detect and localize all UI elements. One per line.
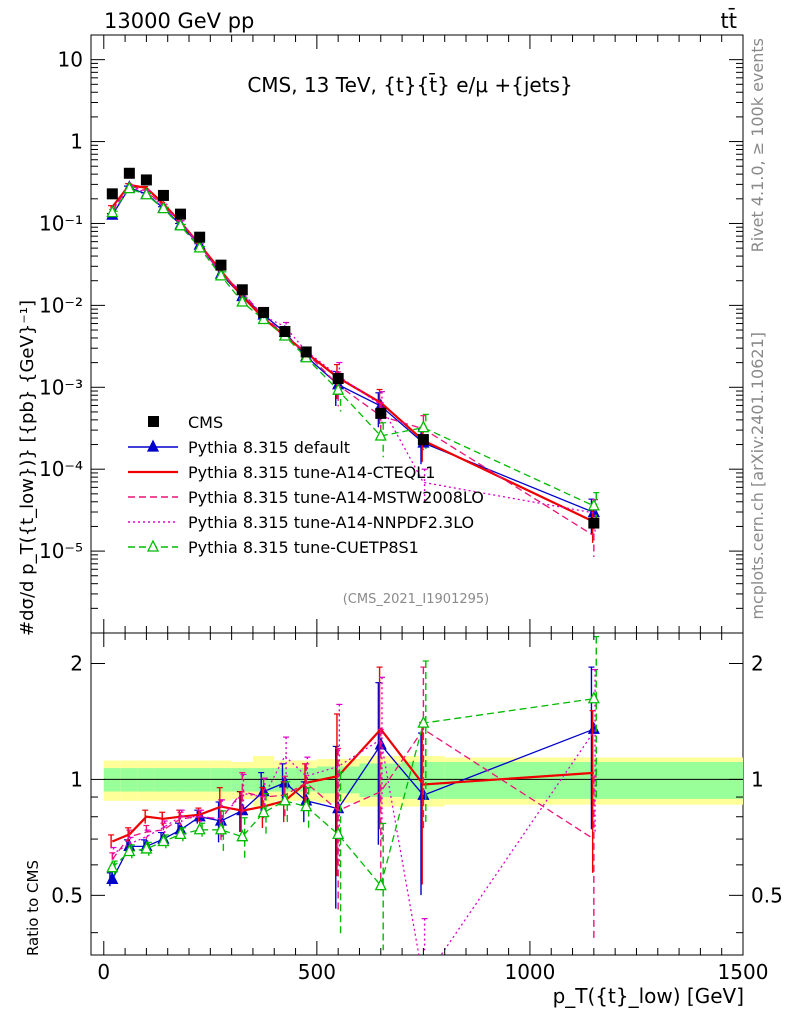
legend-marker-data (148, 416, 159, 427)
mc-marker (417, 420, 430, 433)
legend-entry-2: Pythia 8.315 tune-A14-MSTW2008LO (128, 488, 484, 507)
data-point (332, 373, 344, 385)
ratio-marker (374, 878, 387, 891)
mc-marker (587, 498, 600, 511)
ratio-marker (257, 805, 270, 818)
mc-marker (157, 201, 170, 214)
ratio-tick-label: 1 (70, 767, 83, 791)
x-tick-label: 0 (97, 960, 110, 984)
mc-marker (140, 187, 153, 200)
mc-marker (236, 294, 249, 307)
y-tick-label: 10⁻³ (39, 375, 83, 399)
data-point (106, 188, 118, 200)
mc-marker (106, 205, 119, 218)
data-point (279, 325, 291, 337)
data-point (215, 259, 227, 271)
mc-marker (332, 382, 345, 395)
y-tick-label: 1 (70, 130, 83, 154)
data-point (417, 434, 429, 446)
y-tick-label: 10⁻² (39, 293, 83, 317)
chart-title: CMS, 13 TeV, {t}{t̄} e/μ +{jets} (247, 72, 572, 97)
legend-label-data: CMS (188, 413, 223, 432)
legend-label-3: Pythia 8.315 tune-A14-NNPDF2.3LO (188, 513, 474, 532)
legend-label-0: Pythia 8.315 default (188, 438, 350, 457)
ratio-axis-label: Ratio to CMS (24, 860, 42, 956)
data-point (258, 306, 270, 318)
ratio-marker (123, 844, 136, 857)
mc-marker (257, 312, 270, 325)
x-tick-label: 1500 (718, 960, 769, 984)
legend-label-4: Pythia 8.315 tune-CUETP8S1 (188, 538, 419, 557)
ratio-tick-label: 0.5 (51, 883, 83, 907)
mc-marker (214, 268, 228, 281)
x-tick-label: 500 (298, 960, 336, 984)
legend-label-2: Pythia 8.315 tune-A14-MSTW2008LO (188, 488, 484, 507)
ratio-line-3 (111, 731, 595, 955)
ratio-line-4 (111, 698, 594, 887)
y-tick-label: 10 (58, 48, 83, 72)
ratio-marker (140, 841, 153, 854)
y-tick-label: 10⁻⁵ (39, 539, 83, 563)
ratio-marker (174, 826, 187, 840)
ratio-marker (106, 871, 119, 885)
header-final-state: tt̄ (721, 8, 737, 33)
legend-label-1: Pythia 8.315 tune-A14-CTEQL1 (188, 463, 435, 482)
ratio-marker (587, 691, 600, 704)
legend-entry-4: Pythia 8.315 tune-CUETP8S1 (128, 538, 419, 557)
data-point (300, 346, 312, 358)
legend-entry-data: CMS (148, 413, 223, 432)
ratio-tick-label-right: 0.5 (751, 883, 783, 907)
data-point (375, 407, 387, 419)
ratio-marker (300, 799, 313, 812)
legend-marker-0 (146, 439, 160, 452)
y-tick-label: 10⁻⁴ (39, 457, 83, 481)
data-point (123, 167, 135, 179)
mc-marker (374, 428, 387, 441)
ratio-marker (193, 822, 206, 835)
ratio-tick-label: 2 (70, 651, 83, 675)
ratio-marker (214, 822, 228, 835)
data-point (236, 284, 248, 296)
legend: CMS Pythia 8.315 default Pythia 8.315 tune… (128, 413, 484, 557)
mc-line-4 (111, 187, 595, 507)
ratio-marker (236, 829, 249, 842)
ratio-marker (278, 793, 291, 806)
x-tick-label: 1000 (504, 960, 555, 984)
legend-entry-0: Pythia 8.315 default (128, 438, 350, 457)
y-axis-label: #dσ/d p_T({t_low})} [{pb} {GeV}⁻¹] (17, 300, 38, 636)
legend-marker-4 (146, 539, 160, 552)
ratio-marker (417, 715, 430, 728)
ratio-marker (157, 834, 170, 847)
data-point (174, 208, 186, 220)
mc-marker (587, 504, 600, 518)
legend-entry-1: Pythia 8.315 tune-A14-CTEQL1 (128, 463, 435, 482)
mc-marker (174, 218, 187, 231)
y-tick-label: 10⁻¹ (39, 211, 83, 235)
x-axis-label: p_T({t}_low) [GeV] (553, 984, 744, 1008)
data-point (588, 517, 600, 529)
ratio-marker (332, 826, 345, 840)
ratio-tick-label-right: 1 (751, 767, 764, 791)
mcplots-label: mcplots.cern.ch [arXiv:2401.10621] (748, 332, 767, 620)
data-point (157, 189, 169, 201)
ratio-marker (587, 721, 600, 734)
ratio-marker (106, 860, 119, 873)
rivet-version-label: Rivet 4.1.0, ≥ 100k events (748, 38, 767, 252)
mc-marker (193, 240, 206, 253)
data-point (140, 174, 152, 186)
ratio-line-2 (111, 728, 595, 860)
header-process: 13000 GeV pp (104, 9, 254, 33)
data-point (194, 231, 206, 243)
analysis-id: (CMS_2021_I1901295) (343, 592, 490, 607)
ratio-tick-label-right: 2 (751, 651, 764, 675)
legend-entry-3: Pythia 8.315 tune-A14-NNPDF2.3LO (128, 513, 474, 532)
mc-marker (123, 181, 136, 194)
